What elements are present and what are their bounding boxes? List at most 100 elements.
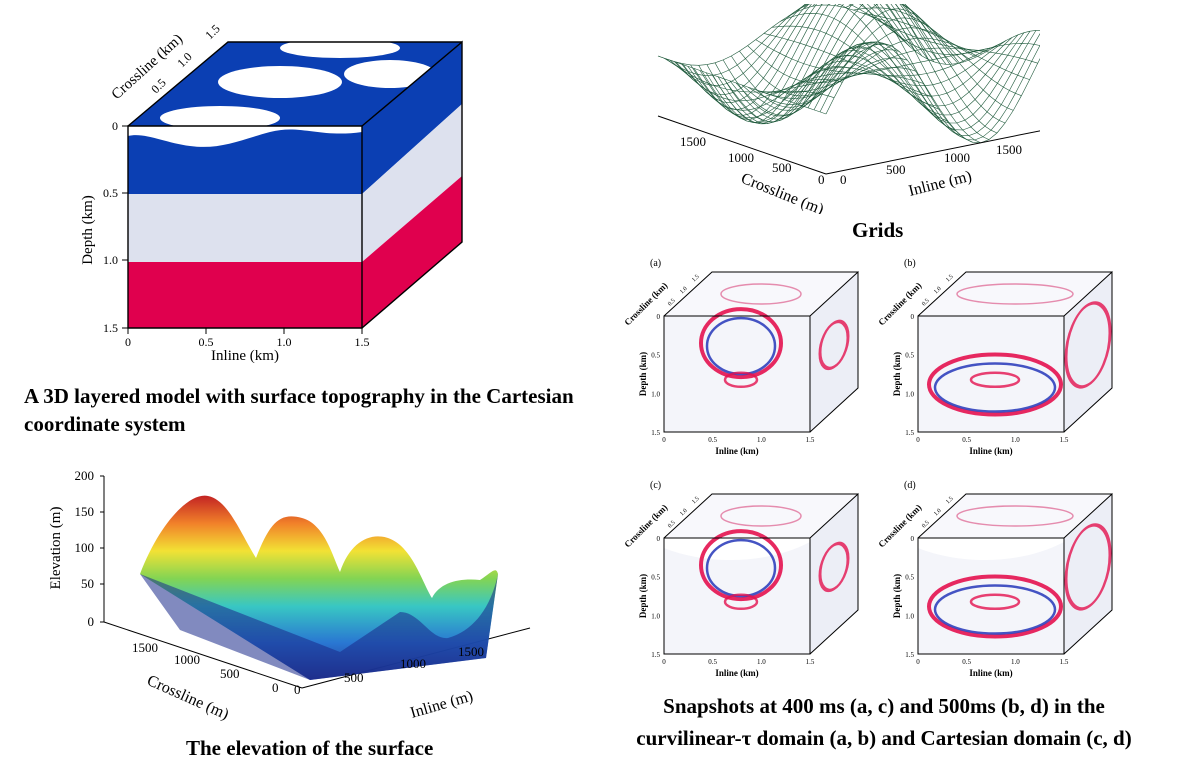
cube-edge (809, 492, 859, 655)
layer-bottom-side (362, 176, 462, 328)
mesh-line (681, 4, 911, 104)
inline-tick: 1500 (996, 142, 1022, 157)
crossline-tick: 1500 (680, 134, 706, 149)
mesh-line (869, 15, 1038, 64)
wavefront (927, 352, 1063, 417)
side-face (810, 272, 858, 432)
x-tick: 0.5 (199, 335, 214, 349)
wavefront-top (956, 505, 1074, 527)
y-tick: 0 (911, 535, 915, 543)
y-tick: 0.5 (103, 186, 118, 200)
layer-top-side (362, 42, 462, 194)
y-tick: 0 (112, 119, 118, 133)
cube-edge (1063, 492, 1113, 655)
mesh-line (699, 4, 929, 121)
crossline-tick: 500 (220, 666, 240, 681)
mesh-line (675, 4, 905, 95)
snapshots-caption: Snapshots at 400 ms (a, c) and 500ms (b,… (574, 690, 1194, 754)
wavefront-top (720, 283, 802, 305)
x-tick: 0.5 (708, 658, 717, 666)
z-tick: 0.5 (921, 298, 931, 308)
inline-tick: 500 (886, 162, 906, 177)
z-axis-label: Crossline (km) (624, 280, 669, 327)
crossline-tick: 1000 (728, 150, 754, 165)
wavefront (933, 584, 1057, 635)
panel-label: (a) (650, 258, 661, 269)
mesh-line (796, 4, 965, 139)
x-tick: 1.5 (806, 436, 815, 444)
wavefront-side (1064, 523, 1112, 611)
z-tick: 0.5 (667, 298, 677, 308)
wavefront (705, 316, 777, 376)
z-tick: 200 (75, 468, 95, 483)
wavefront-side (818, 541, 850, 593)
crossline-axis-label: Crossline (m) (144, 672, 231, 723)
y-tick: 1.0 (651, 390, 660, 398)
mesh-line (795, 32, 1025, 116)
y-tick: 0.5 (905, 574, 914, 582)
inline-tick: 0 (840, 172, 847, 187)
y-tick: 0 (657, 313, 661, 321)
cube-edge (917, 271, 1112, 317)
y-tick: 0.5 (651, 574, 660, 582)
cube-edge (1063, 270, 1113, 433)
z-tick: 1.0 (679, 508, 689, 518)
x-tick: 0.5 (708, 436, 717, 444)
mesh-line (789, 34, 1019, 107)
x-tick: 0 (662, 658, 666, 666)
x-tick: 1.0 (1011, 658, 1020, 666)
x-tick: 1.5 (1060, 436, 1069, 444)
y-axis-label: Depth (km) (80, 195, 96, 265)
mesh-line (861, 12, 1030, 80)
inline-tick: 0 (294, 682, 301, 697)
cube-edge (663, 315, 811, 433)
grids-caption: Grids (852, 218, 904, 242)
topography-patch (280, 42, 400, 58)
side-face (810, 494, 858, 654)
z-tick: 1.0 (933, 508, 943, 518)
wavefront (699, 529, 783, 602)
y-tick: 0 (911, 313, 915, 321)
cube-edge (663, 493, 858, 539)
crossline-tick: 1000 (174, 652, 200, 667)
topography-front (128, 126, 362, 147)
z-tick: 1.0 (679, 286, 689, 296)
x-tick: 1.0 (757, 658, 766, 666)
top-face (918, 494, 1112, 538)
inline-tick: 1000 (400, 656, 426, 671)
y-tick: 1.0 (103, 253, 118, 267)
z-tick: 1.5 (945, 274, 955, 284)
layer-bottom-front (128, 262, 362, 328)
mesh-line (669, 4, 899, 86)
cube-edge (663, 537, 811, 655)
elevation-figure: 0 50 100 150 200 1500 1000 500 0 0 500 1… (48, 468, 531, 723)
mesh-line (828, 4, 998, 134)
side-face (1064, 272, 1112, 432)
crossline-tick: 1500 (132, 640, 158, 655)
inline-tick: 500 (344, 670, 364, 685)
grids-figure: 1500 1000 500 0 0 500 1000 1500 Crosslin… (657, 4, 1040, 214)
top-face (664, 272, 858, 316)
y-axis-label: Depth (km) (638, 574, 648, 618)
mesh-line (812, 4, 981, 144)
mesh-line (853, 7, 1022, 96)
y-tick: 1.5 (905, 651, 914, 659)
crossline-tick: 0 (272, 680, 279, 695)
z-axis-label: Crossline (km) (878, 502, 923, 549)
mesh-line (877, 18, 1040, 55)
x-axis-label: Inline (km) (969, 446, 1012, 456)
model-caption: A 3D layered model with surface topograp… (24, 384, 574, 436)
top-face (664, 494, 858, 538)
mesh-line (801, 31, 1031, 124)
x-tick: 1.5 (355, 335, 370, 349)
topography-gap (918, 538, 1064, 561)
crossline-tick: 0 (818, 172, 825, 187)
z-tick: 1.5 (691, 496, 701, 506)
wavefront (969, 593, 1021, 611)
y-axis-label: Depth (km) (892, 352, 902, 396)
y-tick: 1.5 (651, 651, 660, 659)
mesh-line (657, 4, 887, 66)
z-axis-label: Crossline (km) (878, 280, 923, 327)
